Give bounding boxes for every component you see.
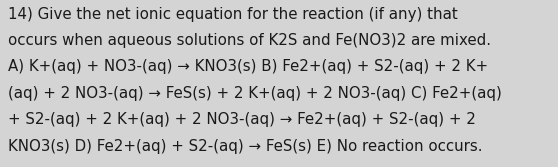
Text: (aq) + 2 NO3-(aq) → FeS(s) + 2 K+(aq) + 2 NO3-(aq) C) Fe2+(aq): (aq) + 2 NO3-(aq) → FeS(s) + 2 K+(aq) + …: [8, 86, 502, 101]
Text: KNO3(s) D) Fe2+(aq) + S2-(aq) → FeS(s) E) No reaction occurs.: KNO3(s) D) Fe2+(aq) + S2-(aq) → FeS(s) E…: [8, 139, 483, 154]
Text: A) K+(aq) + NO3-(aq) → KNO3(s) B) Fe2+(aq) + S2-(aq) + 2 K+: A) K+(aq) + NO3-(aq) → KNO3(s) B) Fe2+(a…: [8, 59, 488, 74]
Text: occurs when aqueous solutions of K2S and Fe(NO3)2 are mixed.: occurs when aqueous solutions of K2S and…: [8, 33, 492, 48]
Text: 14) Give the net ionic equation for the reaction (if any) that: 14) Give the net ionic equation for the …: [8, 7, 458, 22]
Text: + S2-(aq) + 2 K+(aq) + 2 NO3-(aq) → Fe2+(aq) + S2-(aq) + 2: + S2-(aq) + 2 K+(aq) + 2 NO3-(aq) → Fe2+…: [8, 112, 476, 127]
